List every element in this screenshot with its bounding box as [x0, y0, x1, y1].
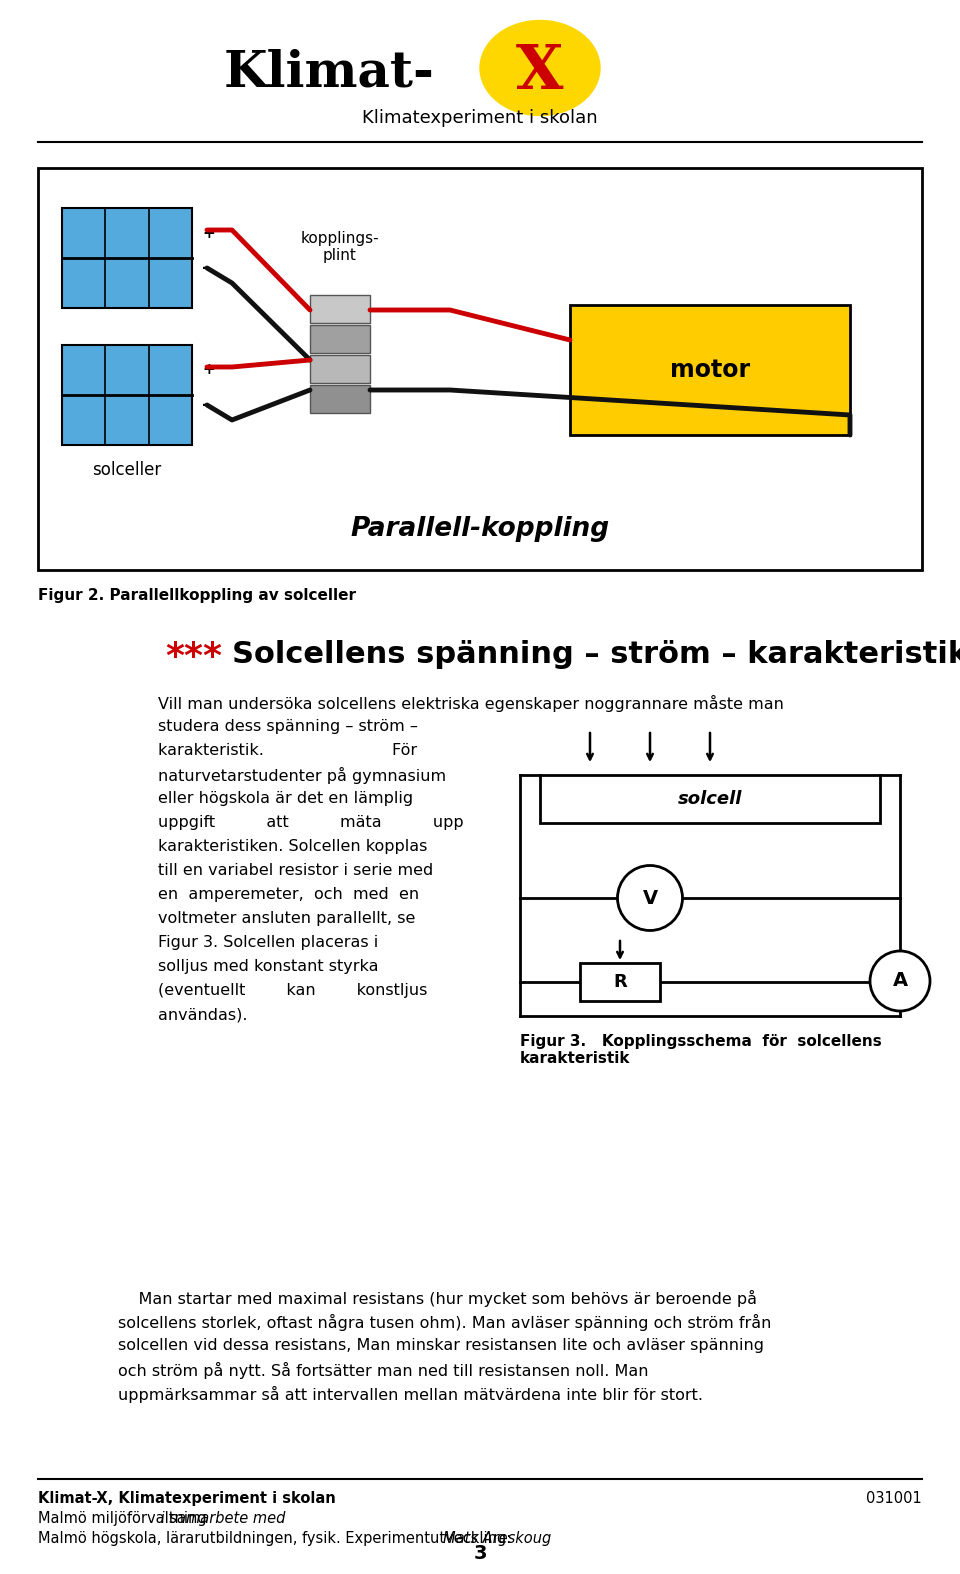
Text: naturvetarstudenter på gymnasium: naturvetarstudenter på gymnasium — [158, 767, 446, 784]
Text: Klimat-X, Klimatexperiment i skolan: Klimat-X, Klimatexperiment i skolan — [38, 1491, 336, 1506]
Text: karakteristiken. Solcellen kopplas: karakteristiken. Solcellen kopplas — [158, 839, 427, 855]
Text: uppmärksammar så att intervallen mellan mätvärdena inte blir för stort.: uppmärksammar så att intervallen mellan … — [118, 1387, 703, 1402]
Text: X: X — [516, 42, 564, 102]
Text: Man startar med maximal resistans (hur mycket som behövs är beroende på: Man startar med maximal resistans (hur m… — [118, 1291, 757, 1306]
Text: Parallell-koppling: Parallell-koppling — [350, 516, 610, 541]
Text: Malmö miljöförvaltning: Malmö miljöförvaltning — [38, 1511, 206, 1527]
Text: Klimatexperiment i skolan: Klimatexperiment i skolan — [362, 109, 598, 127]
Bar — [62, 345, 192, 445]
Text: ***: *** — [165, 641, 222, 674]
Text: solcell: solcell — [678, 790, 742, 807]
Text: voltmeter ansluten parallellt, se: voltmeter ansluten parallellt, se — [158, 911, 416, 926]
Text: och ström på nytt. Så fortsätter man ned till resistansen noll. Man: och ström på nytt. Så fortsätter man ned… — [118, 1362, 649, 1379]
Bar — [310, 386, 370, 412]
Text: Figur 3.   Kopplingsschema  för  solcellens
karakteristik: Figur 3. Kopplingsschema för solcellens … — [520, 1034, 881, 1067]
Text: V: V — [642, 888, 658, 908]
Bar — [310, 324, 370, 353]
Text: uppgift          att          mäta          upp: uppgift att mäta upp — [158, 815, 464, 829]
Bar — [570, 305, 850, 434]
Text: Malmö högskola, lärarutbildningen, fysik. Experimentutveckling:: Malmö högskola, lärarutbildningen, fysik… — [38, 1532, 516, 1546]
Bar — [580, 963, 660, 1001]
Text: motor: motor — [670, 357, 750, 382]
Text: (eventuellt        kan        konstljus: (eventuellt kan konstljus — [158, 984, 427, 998]
Text: solcellen vid dessa resistans, Man minskar resistansen lite och avläser spänning: solcellen vid dessa resistans, Man minsk… — [118, 1338, 764, 1354]
Text: karakteristik.                         För: karakteristik. För — [158, 743, 418, 759]
Ellipse shape — [480, 20, 600, 115]
Text: studera dess spänning – ström –: studera dess spänning – ström – — [158, 719, 418, 733]
Text: till en variabel resistor i serie med: till en variabel resistor i serie med — [158, 863, 433, 878]
Text: användas).: användas). — [158, 1007, 248, 1022]
Text: Klimat-: Klimat- — [224, 49, 435, 98]
Bar — [310, 356, 370, 382]
Text: 3: 3 — [473, 1544, 487, 1563]
Text: kopplings-
plint: kopplings- plint — [300, 231, 379, 263]
Text: en  amperemeter,  och  med  en: en amperemeter, och med en — [158, 888, 420, 902]
Bar — [540, 774, 880, 823]
Text: solcellens storlek, oftast några tusen ohm). Man avläser spänning och ström från: solcellens storlek, oftast några tusen o… — [118, 1314, 772, 1332]
Text: -: - — [202, 260, 209, 277]
Text: Solcellens spänning – ström – karakteristik: Solcellens spänning – ström – karakteris… — [232, 641, 960, 669]
Text: Vill man undersöka solcellens elektriska egenskaper noggrannare måste man: Vill man undersöka solcellens elektriska… — [158, 696, 784, 711]
Ellipse shape — [870, 951, 930, 1011]
Bar — [62, 208, 192, 309]
Text: R: R — [613, 973, 627, 992]
Bar — [38, 168, 922, 570]
Text: Figur 3. Solcellen placeras i: Figur 3. Solcellen placeras i — [158, 935, 378, 951]
Text: Figur 2. Parallellkoppling av solceller: Figur 2. Parallellkoppling av solceller — [38, 589, 356, 603]
Text: A: A — [893, 971, 907, 990]
Text: Mats Areskoug: Mats Areskoug — [443, 1532, 551, 1546]
Text: solljus med konstant styrka: solljus med konstant styrka — [158, 959, 378, 974]
Text: i samarbete med: i samarbete med — [156, 1511, 285, 1527]
Text: eller högskola är det en lämplig: eller högskola är det en lämplig — [158, 792, 413, 806]
Text: +: + — [202, 362, 215, 378]
Bar — [310, 294, 370, 323]
Text: solceller: solceller — [92, 461, 161, 478]
Ellipse shape — [617, 866, 683, 930]
Text: -: - — [202, 397, 209, 414]
Text: 031001: 031001 — [866, 1491, 922, 1506]
Text: +: + — [202, 225, 215, 241]
